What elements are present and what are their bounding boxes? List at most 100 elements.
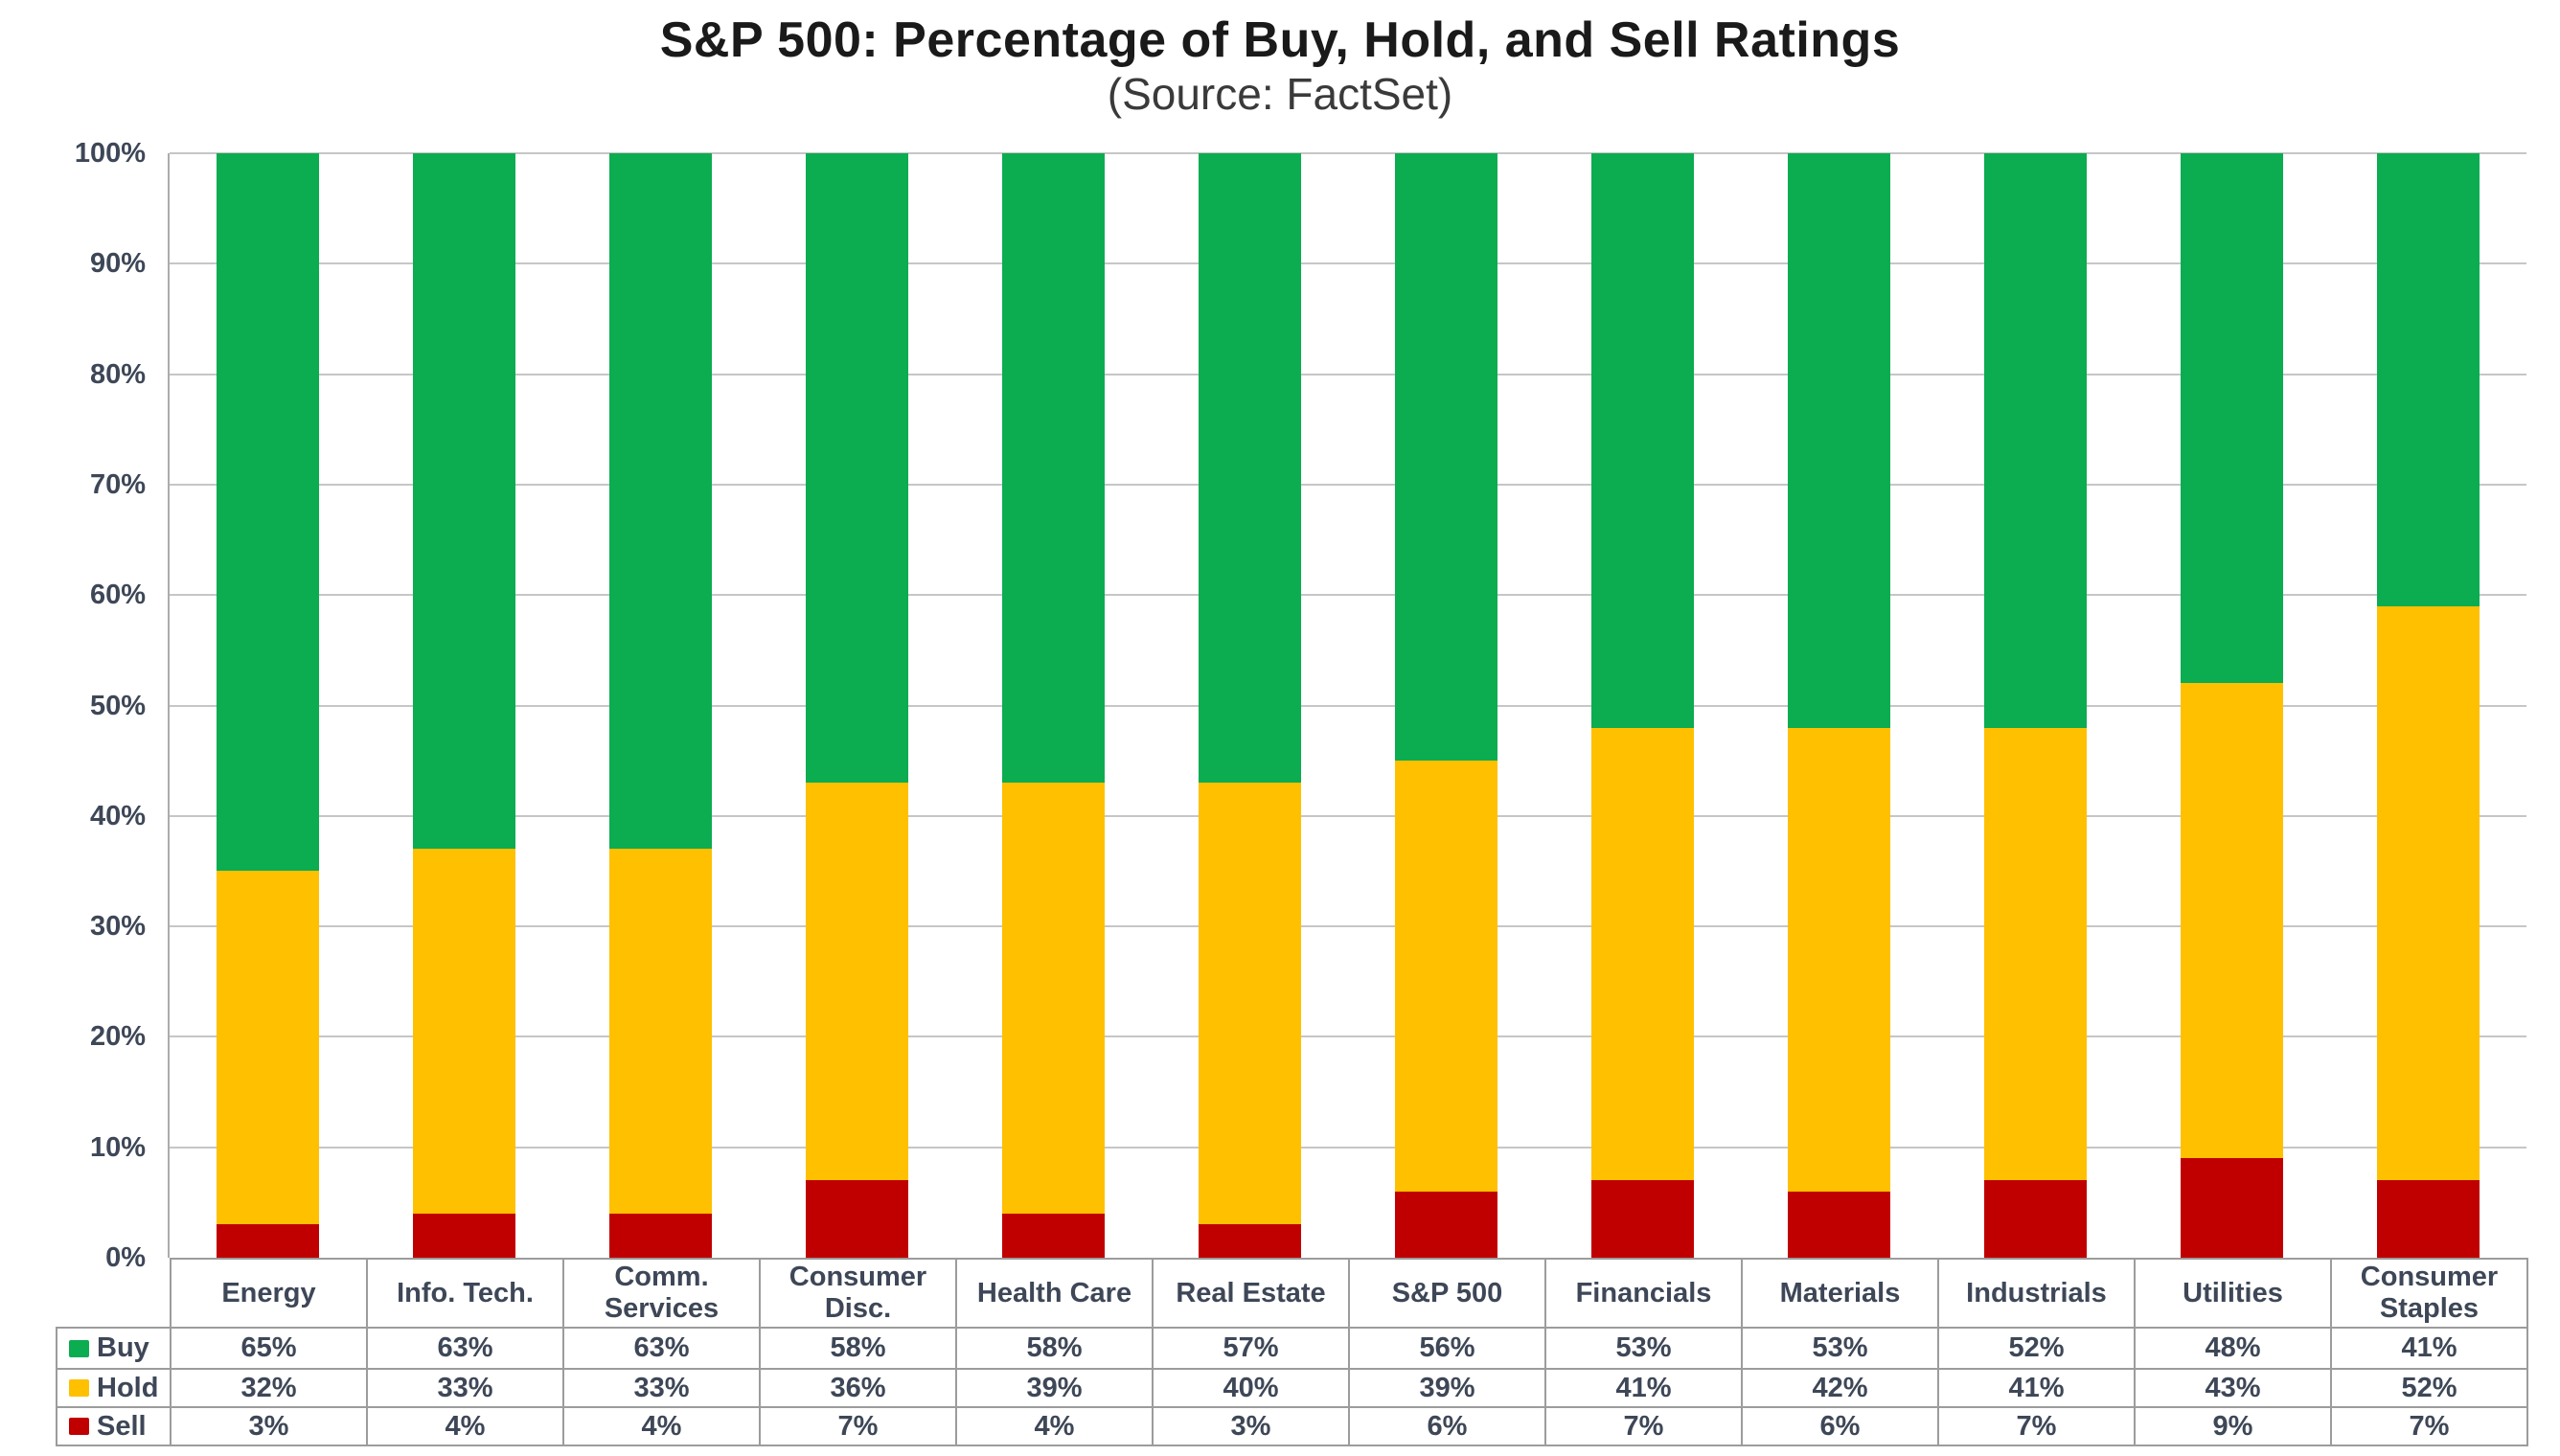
- bar-segment-sell: [413, 1213, 515, 1258]
- bar-segment-sell: [609, 1213, 712, 1258]
- category-header-cell: Real Estate: [1152, 1258, 1350, 1329]
- value-cell-sell: 4%: [955, 1406, 1154, 1446]
- legend-inner: Hold: [58, 1373, 169, 1404]
- bar-segment-hold: [1199, 783, 1301, 1225]
- legend-item-buy: Buy: [56, 1327, 171, 1370]
- gridline: [170, 925, 2526, 928]
- bar-segment-sell: [2377, 1180, 2480, 1258]
- value-cell-sell: 9%: [2134, 1406, 2332, 1446]
- value-cell-buy: 52%: [1937, 1327, 2136, 1370]
- value-cell-sell: 6%: [1741, 1406, 1939, 1446]
- gridline: [170, 262, 2526, 265]
- gridline: [170, 1146, 2526, 1149]
- bar-segment-buy: [2377, 153, 2480, 606]
- category-header-cell: S&P 500: [1348, 1258, 1546, 1329]
- value-cell-buy: 63%: [562, 1327, 761, 1370]
- bar-segment-hold: [413, 849, 515, 1214]
- value-cell-hold: 33%: [366, 1368, 564, 1408]
- bar-column: [1788, 153, 1890, 1258]
- y-axis-tick-label: 30%: [89, 911, 146, 943]
- bar-column: [1199, 153, 1301, 1258]
- category-header-cell: Industrials: [1937, 1258, 2136, 1329]
- bar-segment-buy: [1591, 153, 1694, 728]
- value-cell-hold: 42%: [1741, 1368, 1939, 1408]
- bar-column: [609, 153, 712, 1258]
- value-cell-buy: 65%: [170, 1327, 368, 1370]
- value-cell-buy: 56%: [1348, 1327, 1546, 1370]
- bar-segment-sell: [2181, 1158, 2283, 1258]
- bar-segment-hold: [1984, 727, 2087, 1181]
- bar-segment-sell: [1788, 1191, 1890, 1258]
- y-axis-tick-label: 70%: [89, 468, 146, 500]
- y-axis-tick-label: 100%: [74, 138, 146, 169]
- value-cell-hold: 33%: [562, 1368, 761, 1408]
- legend-swatch-sell: [69, 1418, 89, 1435]
- bar-segment-sell: [1984, 1180, 2087, 1258]
- category-header-cell: Info. Tech.: [366, 1258, 564, 1329]
- legend-inner: Buy: [58, 1332, 169, 1364]
- value-cell-buy: 48%: [2134, 1327, 2332, 1370]
- chart-header: S&P 500: Percentage of Buy, Hold, and Se…: [0, 11, 2560, 119]
- value-cell-sell: 3%: [170, 1406, 368, 1446]
- ratings-data-table: Energy Info. Tech. Comm. Services Consumer …: [56, 1258, 2528, 1446]
- bar-segment-hold: [806, 783, 908, 1181]
- table-corner-cell: [57, 1259, 171, 1328]
- y-axis-tick-label: 0%: [105, 1242, 146, 1273]
- bar-segment-buy: [2181, 153, 2283, 684]
- bar-segment-buy: [806, 153, 908, 784]
- legend-swatch-hold: [69, 1379, 89, 1397]
- legend-item-sell: Sell: [56, 1406, 171, 1446]
- bar-segment-sell: [1591, 1180, 1694, 1258]
- y-axis-tick-label: 50%: [89, 690, 146, 721]
- category-header-cell: Utilities: [2134, 1258, 2332, 1329]
- category-header-cell: Energy: [170, 1258, 368, 1329]
- legend-label: Sell: [97, 1410, 147, 1442]
- value-cell-hold: 36%: [759, 1368, 957, 1408]
- bar-column: [2181, 153, 2283, 1258]
- bar-segment-hold: [2181, 683, 2283, 1159]
- y-axis-tick-label: 90%: [89, 248, 146, 280]
- value-cell-hold: 41%: [1544, 1368, 1743, 1408]
- bar-column: [2377, 153, 2480, 1258]
- value-cell-buy: 58%: [759, 1327, 957, 1370]
- bar-column: [806, 153, 908, 1258]
- bar-segment-sell: [1199, 1224, 1301, 1258]
- value-cell-sell: 6%: [1348, 1406, 1546, 1446]
- value-cell-buy: 53%: [1544, 1327, 1743, 1370]
- bar-column: [413, 153, 515, 1258]
- y-axis-tick-label: 10%: [89, 1131, 146, 1163]
- value-cell-sell: 7%: [759, 1406, 957, 1446]
- bar-segment-buy: [609, 153, 712, 850]
- bar-segment-buy: [217, 153, 319, 872]
- bar-segment-hold: [1591, 727, 1694, 1181]
- gridline: [170, 814, 2526, 817]
- bar-segment-sell: [1395, 1191, 1497, 1258]
- bar-segment-hold: [2377, 605, 2480, 1181]
- bar-column: [1395, 153, 1497, 1258]
- gridline: [170, 483, 2526, 486]
- gridline: [170, 1035, 2526, 1038]
- bar-segment-buy: [1395, 153, 1497, 762]
- bar-segment-buy: [1199, 153, 1301, 784]
- y-axis-tick-label: 60%: [89, 580, 146, 611]
- value-cell-buy: 57%: [1152, 1327, 1350, 1370]
- value-cell-hold: 39%: [955, 1368, 1154, 1408]
- value-cell-hold: 43%: [2134, 1368, 2332, 1408]
- bar-segment-sell: [217, 1224, 319, 1258]
- value-cell-sell: 4%: [562, 1406, 761, 1446]
- bar-column: [1984, 153, 2087, 1258]
- table-row: Sell 3% 4% 4% 7% 4% 3% 6% 7% 6% 7% 9% 7%: [56, 1406, 2528, 1446]
- bar-segment-sell: [806, 1180, 908, 1258]
- value-cell-hold: 40%: [1152, 1368, 1350, 1408]
- value-cell-sell: 4%: [366, 1406, 564, 1446]
- value-cell-hold: 52%: [2330, 1368, 2528, 1408]
- category-header-cell: Consumer Staples: [2330, 1258, 2528, 1329]
- gridline: [170, 704, 2526, 707]
- value-cell-buy: 41%: [2330, 1327, 2528, 1370]
- y-axis-tick-label: 40%: [89, 800, 146, 831]
- bar-column: [217, 153, 319, 1258]
- bar-segment-hold: [1002, 783, 1105, 1214]
- category-header-cell: Financials: [1544, 1258, 1743, 1329]
- value-cell-sell: 7%: [1544, 1406, 1743, 1446]
